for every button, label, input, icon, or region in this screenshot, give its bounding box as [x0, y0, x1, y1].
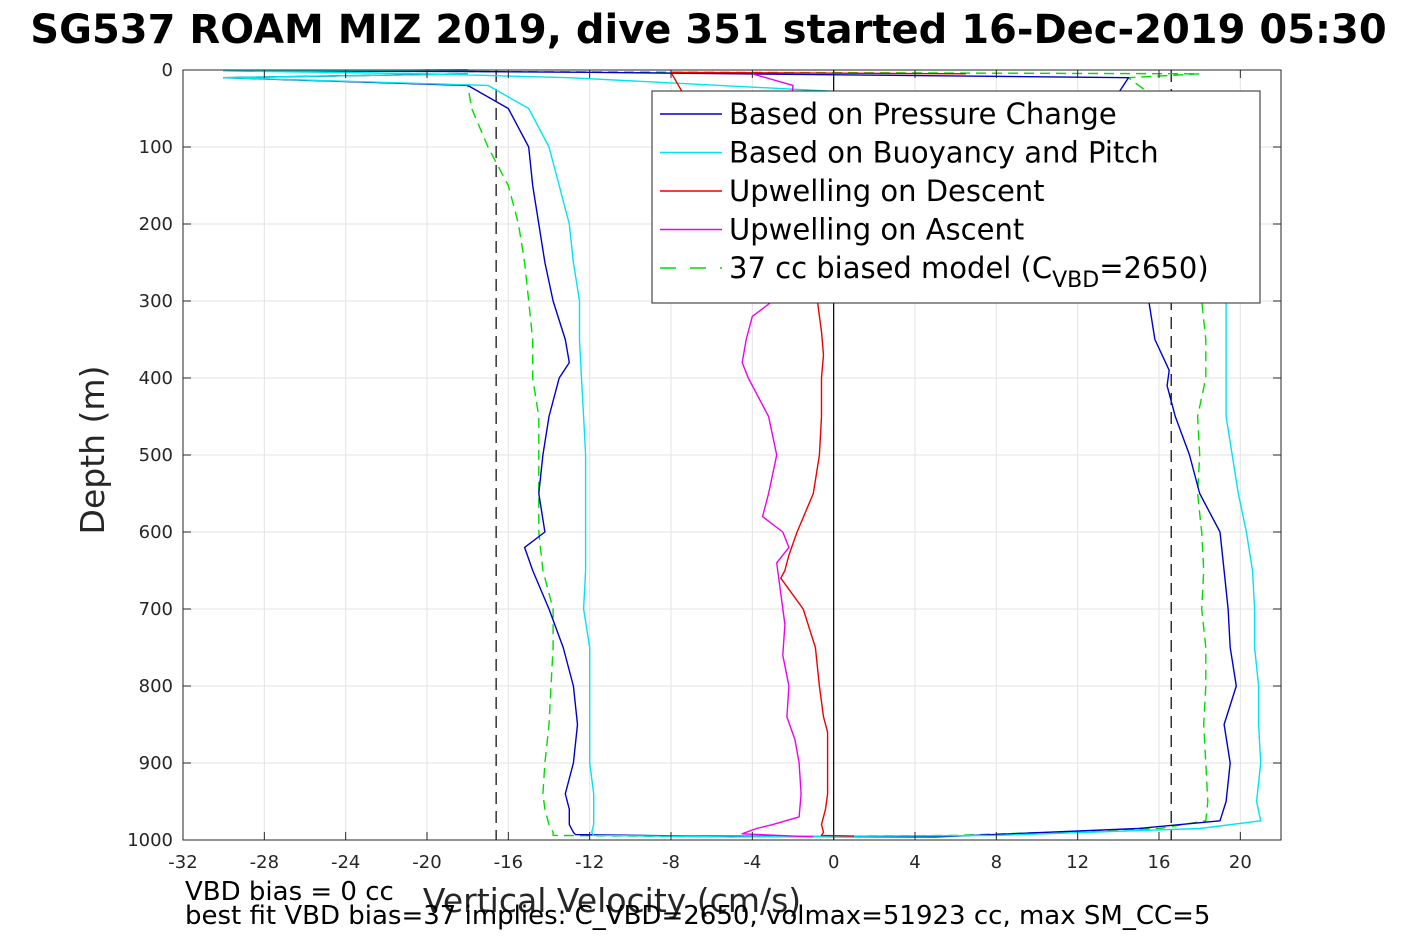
y-axis-ticks: 0 100 200 300 400 500 600 700 800 900 1000: [127, 60, 1281, 851]
y-tick-label: 800: [139, 676, 173, 697]
x-tick-label: 0: [828, 852, 839, 873]
x-tick-label: -12: [575, 852, 604, 873]
y-tick-label: 700: [139, 599, 173, 620]
series-line: [670, 71, 966, 837]
x-tick-label: -4: [743, 852, 761, 873]
x-tick-label: -24: [331, 852, 360, 873]
best-fit-note: best fit VBD bias=37 implies: C_VBD=2650…: [185, 901, 1211, 931]
y-tick-label: 400: [139, 368, 173, 389]
x-tick-label: -16: [494, 852, 523, 873]
legend: Based on Pressure Change Based on Buoyanc…: [651, 90, 1261, 304]
x-axis-label: Vertical Velocity (cm/s): [423, 881, 801, 920]
y-tick-label: 900: [139, 753, 173, 774]
legend-label: Based on Buoyancy and Pitch: [729, 136, 1159, 170]
y-tick-label: 500: [139, 445, 173, 466]
x-tick-label: 20: [1229, 852, 1252, 873]
y-tick-label: 600: [139, 522, 173, 543]
legend-box: [651, 90, 1261, 304]
x-tick-label: 12: [1066, 852, 1089, 873]
x-tick-label: 16: [1148, 852, 1171, 873]
legend-label: 37 cc biased model (CVBD=2650): [729, 251, 1209, 293]
y-tick-label: 1000: [127, 830, 173, 851]
y-tick-label: 100: [139, 137, 173, 158]
vbd-bias-note: VBD bias = 0 cc: [185, 877, 394, 907]
chart-title-text: SG537 ROAM MIZ 2019, dive 351 started 16…: [30, 7, 1387, 53]
y-tick-label: 200: [139, 214, 173, 235]
x-tick-label: -8: [662, 852, 680, 873]
series-line: [741, 73, 814, 838]
chart-title: SG537 ROAM MIZ 2019, dive 351 started 16…: [0, 4, 1417, 56]
x-tick-label: 8: [991, 852, 1002, 873]
y-tick-label: 0: [162, 60, 173, 81]
x-tick-label: -32: [168, 852, 197, 873]
legend-label: Upwelling on Descent: [729, 174, 1045, 208]
legend-label: Based on Pressure Change: [729, 97, 1117, 131]
legend-label: Upwelling on Ascent: [729, 213, 1024, 247]
x-tick-label: -28: [250, 852, 279, 873]
x-tick-label: -20: [412, 852, 441, 873]
y-axis-label: Depth (m): [73, 366, 112, 535]
x-axis-ticks: -32 -28 -24 -20 -16 -12 -8 -4 0 4 8 12 16 20: [168, 70, 1252, 873]
x-tick-label: 4: [909, 852, 920, 873]
y-tick-label: 300: [139, 291, 173, 312]
